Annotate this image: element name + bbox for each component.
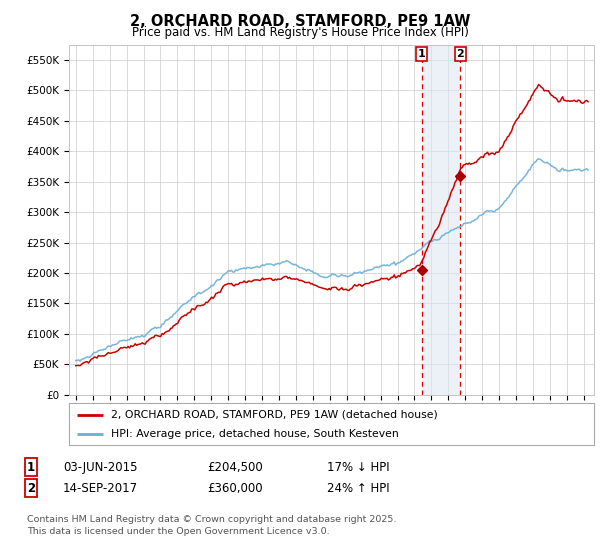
Text: 2, ORCHARD ROAD, STAMFORD, PE9 1AW (detached house): 2, ORCHARD ROAD, STAMFORD, PE9 1AW (deta… <box>111 409 438 419</box>
Text: 2: 2 <box>457 49 464 59</box>
Text: 03-JUN-2015: 03-JUN-2015 <box>63 460 137 474</box>
Text: 1: 1 <box>27 460 35 474</box>
Text: 2: 2 <box>27 482 35 495</box>
Text: 24% ↑ HPI: 24% ↑ HPI <box>327 482 389 495</box>
Text: 2, ORCHARD ROAD, STAMFORD, PE9 1AW: 2, ORCHARD ROAD, STAMFORD, PE9 1AW <box>130 14 470 29</box>
Text: Contains HM Land Registry data © Crown copyright and database right 2025.
This d: Contains HM Land Registry data © Crown c… <box>27 515 397 536</box>
Text: £204,500: £204,500 <box>207 460 263 474</box>
Text: Price paid vs. HM Land Registry's House Price Index (HPI): Price paid vs. HM Land Registry's House … <box>131 26 469 39</box>
Text: 14-SEP-2017: 14-SEP-2017 <box>63 482 138 495</box>
Text: 1: 1 <box>418 49 425 59</box>
Bar <box>422 45 460 395</box>
Text: £360,000: £360,000 <box>207 482 263 495</box>
Text: 17% ↓ HPI: 17% ↓ HPI <box>327 460 389 474</box>
Text: HPI: Average price, detached house, South Kesteven: HPI: Average price, detached house, Sout… <box>111 429 399 439</box>
